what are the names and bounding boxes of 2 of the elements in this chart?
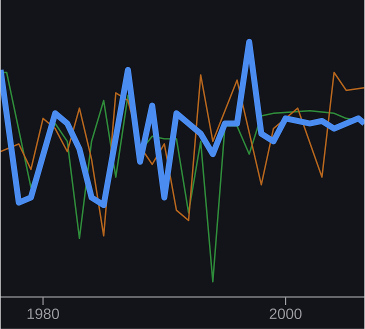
x-tick-label: 2000: [270, 308, 302, 320]
x-tick-label: 1980: [28, 308, 60, 320]
